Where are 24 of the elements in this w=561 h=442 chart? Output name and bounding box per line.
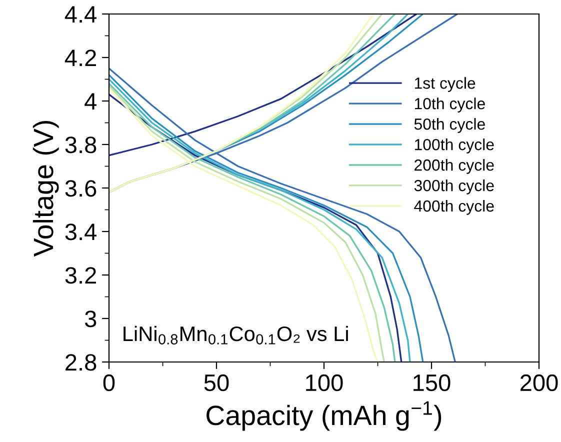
x-tick-label: 0 xyxy=(103,374,115,392)
y-tick-label: 4 xyxy=(84,93,97,110)
legend-label: 50th cycle xyxy=(414,118,485,133)
legend-label: 200th cycle xyxy=(414,159,494,174)
legend-label: 400th cycle xyxy=(414,200,494,215)
legend-label: 1st cycle xyxy=(414,77,476,92)
y-tick-label: 3.2 xyxy=(65,267,96,284)
legend-label: 100th cycle xyxy=(414,138,494,154)
y-axis-title: Voltage (V) xyxy=(32,121,59,257)
y-tick-label: 3.4 xyxy=(65,224,97,240)
legend-label: 10th cycle xyxy=(414,98,485,112)
y-tick-label: 4.4 xyxy=(64,6,97,23)
y-tick-label: 2.8 xyxy=(66,354,96,371)
x-tick-label: 150 xyxy=(414,374,450,392)
legend-label: 300th cycle xyxy=(414,179,494,194)
y-tick-label: 4.2 xyxy=(64,50,96,66)
x-tick-label: 50 xyxy=(204,374,229,392)
y-tick-label: 3 xyxy=(84,310,96,328)
annotation: LiNi$_{0.8}$Mn$_{0.1}$Co$_{0.1}$O₂ vs Li xyxy=(124,326,348,344)
y-tick-label: 3.8 xyxy=(65,136,96,154)
x-axis-title: Capacity (mAh g$^{−1}$) xyxy=(206,401,442,431)
x-tick-label: 100 xyxy=(306,374,343,392)
x-tick-label: 200 xyxy=(520,374,558,392)
y-tick-label: 3.6 xyxy=(65,180,96,197)
